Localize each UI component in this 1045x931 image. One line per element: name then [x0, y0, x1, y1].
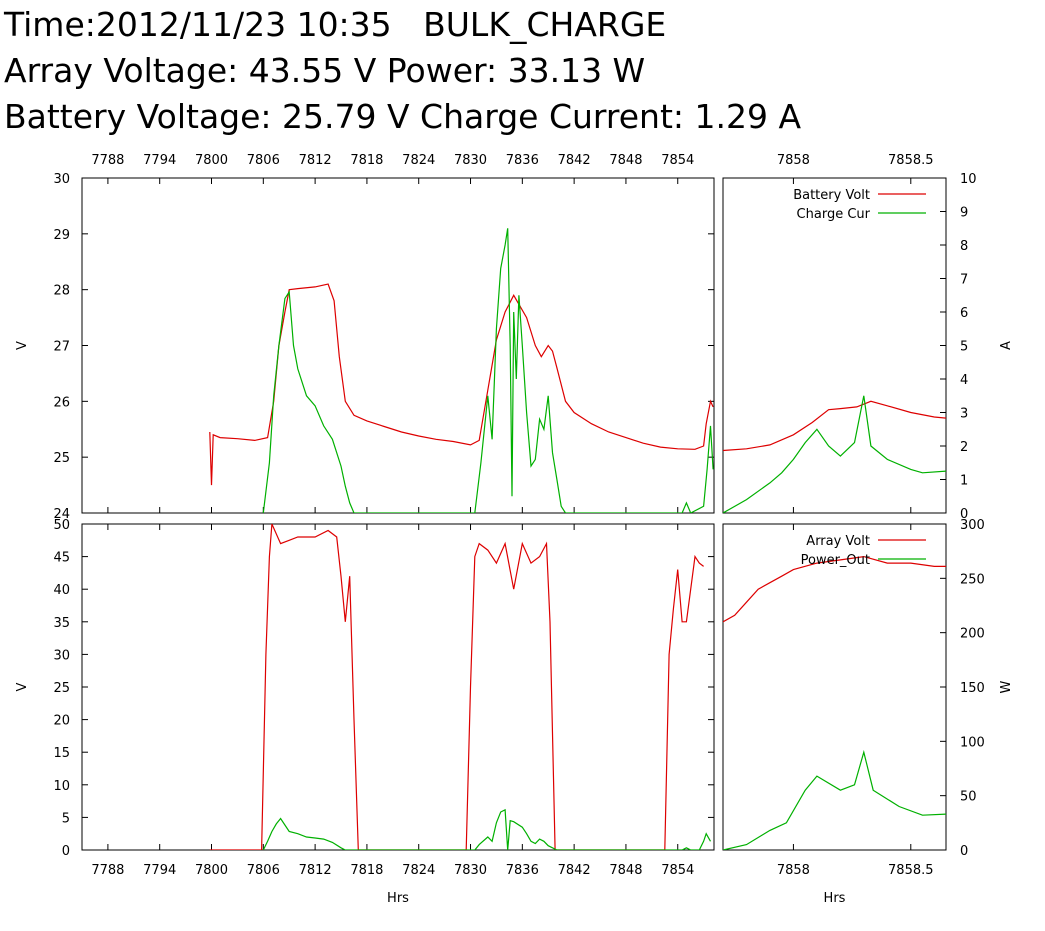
legend-label: Charge Cur — [797, 207, 871, 222]
x-tick-label: 7842 — [558, 863, 591, 878]
x-tick-label: 7858.5 — [888, 153, 934, 168]
y-tick-label: 9 — [960, 206, 968, 221]
y-tick-label: 8 — [960, 239, 968, 254]
y-axis-label: V — [15, 341, 30, 350]
y-tick-label: 26 — [53, 395, 70, 410]
y-tick-label: 15 — [53, 746, 70, 761]
series-line-power-out — [723, 749, 946, 850]
y-tick-label: 5 — [62, 811, 70, 826]
y-tick-label: 7 — [960, 273, 968, 288]
chart-battery-zoom: 0 1 2 3 4 5 6 7 8 9 10 7858 7858.5 A Battery Volt Charg… — [722, 153, 1014, 522]
x-tick-label: 7794 — [143, 153, 176, 168]
y-axis-label: W — [999, 680, 1014, 693]
plot-frame — [81, 177, 715, 514]
status-battery: Battery Voltage: 25.79 V Charge Current:… — [4, 97, 802, 136]
x-tick-label: 7788 — [91, 863, 124, 878]
y-tick-label: 24 — [53, 507, 70, 522]
x-tick-label: 7842 — [558, 153, 591, 168]
x-tick-label: 7812 — [299, 153, 332, 168]
y-tick-label: 25 — [53, 681, 70, 696]
status-array: Array Voltage: 43.55 V Power: 33.13 W — [4, 51, 646, 90]
x-tick-label: 7800 — [195, 153, 228, 168]
y-tick-label: 29 — [53, 228, 70, 243]
y-tick-label: 3 — [960, 407, 968, 422]
series-group — [209, 524, 712, 850]
legend-label: Power_Out — [801, 553, 870, 568]
y-axis-label: A — [999, 341, 1014, 350]
y-tick-label: 4 — [960, 373, 968, 388]
y-tick-label: 45 — [53, 551, 70, 566]
chart-array-long: 0 5 10 15 20 25 30 35 40 45 50 7788 7794 7800 7806 7812… — [15, 518, 715, 906]
y-tick-label: 2 — [960, 440, 968, 455]
y-tick-label: 50 — [53, 518, 70, 533]
x-axis-label: Hrs — [387, 891, 409, 906]
y-tick-label: 50 — [960, 790, 977, 805]
x-tick-label: 7830 — [454, 863, 487, 878]
y-tick-label: 10 — [53, 779, 70, 794]
y-tick-label: 28 — [53, 284, 70, 299]
y-tick-label: 6 — [960, 306, 968, 321]
series-group — [723, 555, 946, 850]
series-group — [723, 395, 946, 513]
y-tick-label: 27 — [53, 340, 70, 355]
x-tick-label: 7858.5 — [888, 863, 934, 878]
x-tick-label: 7848 — [609, 863, 642, 878]
x-tick-label: 7788 — [91, 153, 124, 168]
plot-frame — [722, 177, 947, 514]
chart-array-zoom: 0 50 100 150 200 250 300 7858 7858.5 Hrs W Array Vo… — [722, 518, 1014, 906]
x-tick-label: 7794 — [143, 863, 176, 878]
x-tick-label: 7836 — [506, 863, 539, 878]
x-tick-label: 7830 — [454, 153, 487, 168]
series-line-charge-cur — [262, 228, 714, 513]
x-tick-label: 7848 — [609, 153, 642, 168]
y-tick-label: 35 — [53, 616, 70, 631]
x-tick-label: 7854 — [661, 153, 694, 168]
y-tick-label: 30 — [53, 172, 70, 187]
x-tick-label: 7858 — [777, 863, 810, 878]
x-tick-label: 7818 — [350, 153, 383, 168]
x-tick-label: 7800 — [195, 863, 228, 878]
series-line-battery-volt — [723, 400, 946, 452]
x-tick-label: 7818 — [350, 863, 383, 878]
x-tick-label: 7858 — [777, 153, 810, 168]
series-group — [209, 228, 714, 513]
y-tick-label: 1 — [960, 474, 968, 489]
y-tick-label: 30 — [53, 648, 70, 663]
y-tick-label: 100 — [960, 735, 985, 750]
series-line-power-out — [262, 808, 712, 850]
x-tick-label: 7836 — [506, 153, 539, 168]
y-tick-label: 5 — [960, 340, 968, 355]
y-tick-label: 10 — [960, 172, 977, 187]
x-axis-label: Hrs — [824, 891, 846, 906]
x-tick-label: 7806 — [247, 863, 280, 878]
plot-frame — [81, 523, 715, 851]
plot-frame — [722, 523, 947, 851]
y-tick-label: 0 — [960, 844, 968, 859]
legend-label: Battery Volt — [793, 188, 870, 203]
y-tick-label: 150 — [960, 681, 985, 696]
x-tick-label: 7812 — [299, 863, 332, 878]
y-tick-label: 300 — [960, 518, 985, 533]
series-line-array-volt — [723, 555, 946, 623]
x-tick-label: 7854 — [661, 863, 694, 878]
legend-label: Array Volt — [806, 534, 870, 549]
y-tick-label: 0 — [960, 507, 968, 522]
x-tick-label: 7824 — [402, 863, 435, 878]
y-tick-label: 20 — [53, 714, 70, 729]
y-tick-label: 200 — [960, 627, 985, 642]
status-time-mode: Time:2012/11/23 10:35 BULK_CHARGE — [4, 5, 667, 44]
chart-battery-long: 24 25 26 27 28 29 30 7788 7794 7800 7806 7812 7818 78… — [15, 153, 715, 522]
x-tick-label: 7824 — [402, 153, 435, 168]
y-tick-label: 0 — [62, 844, 70, 859]
y-tick-label: 25 — [53, 451, 70, 466]
y-tick-label: 40 — [53, 583, 70, 598]
y-tick-label: 250 — [960, 572, 985, 587]
x-tick-label: 7806 — [247, 153, 280, 168]
y-axis-label: V — [15, 682, 30, 691]
series-line-battery-volt — [209, 283, 714, 486]
series-line-array-volt — [209, 524, 704, 850]
series-line-charge-cur — [723, 395, 946, 513]
